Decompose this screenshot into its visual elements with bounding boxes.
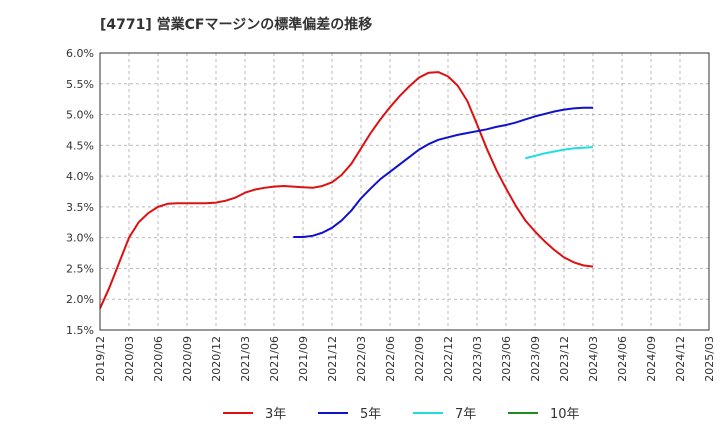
y-tick-label: 3.0% xyxy=(66,232,94,245)
x-axis-ticks: 2019/12 2020/03 2020/06 2020/09 2020/12 2021/… xyxy=(94,336,716,382)
legend: 3年 5年 7年 10年 xyxy=(223,407,580,422)
y-tick-label: 3.5% xyxy=(66,201,94,214)
legend-label-2: 7年 xyxy=(455,407,476,422)
y-tick-label: 1.5% xyxy=(66,324,94,337)
legend-label-1: 5年 xyxy=(360,407,381,422)
x-tick-label: 2023/06 xyxy=(500,336,513,382)
legend-label-0: 3年 xyxy=(265,407,286,422)
x-tick-label: 2020/12 xyxy=(210,336,223,382)
x-tick-label: 2021/06 xyxy=(268,336,281,382)
legend-label-3: 10年 xyxy=(550,407,580,422)
x-tick-label: 2023/03 xyxy=(471,336,484,382)
x-tick-label: 2024/09 xyxy=(645,336,658,382)
y-tick-label: 4.0% xyxy=(66,170,94,183)
x-tick-label: 2022/06 xyxy=(384,336,397,382)
series-lines xyxy=(99,71,594,309)
x-tick-label: 2022/12 xyxy=(442,336,455,382)
y-tick-label: 4.5% xyxy=(66,139,94,152)
x-tick-label: 2024/03 xyxy=(587,336,600,382)
grid xyxy=(100,53,709,330)
y-tick-label: 2.0% xyxy=(66,293,94,306)
y-tick-label: 5.0% xyxy=(66,109,94,122)
y-tick-label: 2.5% xyxy=(66,262,94,275)
plot-frame xyxy=(99,52,710,331)
y-tick-label: 5.5% xyxy=(66,78,94,91)
x-tick-label: 2019/12 xyxy=(94,336,107,382)
x-tick-label: 2021/03 xyxy=(239,336,252,382)
series-line-2 xyxy=(525,146,594,160)
x-tick-label: 2022/03 xyxy=(355,336,368,382)
x-tick-label: 2022/09 xyxy=(413,336,426,382)
x-tick-label: 2023/12 xyxy=(558,336,571,382)
x-tick-label: 2020/06 xyxy=(152,336,165,382)
x-tick-label: 2020/09 xyxy=(181,336,194,382)
chart-title: [4771] 営業CFマージンの標準偏差の推移 xyxy=(100,16,372,33)
x-tick-label: 2021/12 xyxy=(326,336,339,382)
x-tick-label: 2020/03 xyxy=(123,336,136,382)
y-tick-label: 6.0% xyxy=(66,47,94,60)
y-axis-ticks: 1.5% 2.0% 2.5% 3.0% 3.5% 4.0% 4.5% 5.0% 5.5% 6.0% xyxy=(66,47,94,337)
series-line-1 xyxy=(293,106,593,239)
x-tick-label: 2023/09 xyxy=(529,336,542,382)
x-tick-label: 2025/03 xyxy=(703,336,716,382)
series-line-0 xyxy=(99,71,594,309)
x-tick-label: 2024/06 xyxy=(616,336,629,382)
x-tick-label: 2024/12 xyxy=(674,336,687,382)
x-tick-label: 2021/09 xyxy=(297,336,310,382)
